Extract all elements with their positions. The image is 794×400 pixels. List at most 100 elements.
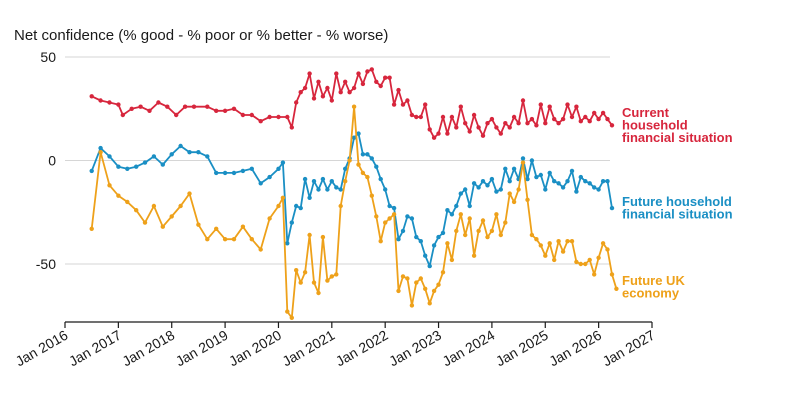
- data-point: [222, 237, 228, 242]
- data-point: [391, 212, 397, 217]
- x-tick-label: Jan 2017: [66, 327, 124, 370]
- data-point: [351, 85, 357, 91]
- data-point: [520, 160, 526, 165]
- data-point: [249, 166, 254, 171]
- data-point: [423, 286, 428, 291]
- data-point: [396, 87, 401, 93]
- data-point: [569, 114, 575, 120]
- data-point: [458, 212, 463, 217]
- data-point: [107, 100, 112, 105]
- data-point: [525, 176, 530, 182]
- data-point: [529, 232, 535, 238]
- data-point: [436, 131, 441, 136]
- data-point: [378, 176, 383, 182]
- data-point: [116, 164, 121, 169]
- data-point: [378, 83, 383, 89]
- data-point: [125, 166, 130, 171]
- data-point: [418, 114, 423, 120]
- data-point: [329, 274, 334, 279]
- data-point: [383, 220, 388, 225]
- data-point: [507, 125, 512, 130]
- data-point: [383, 75, 388, 80]
- data-point: [138, 104, 143, 109]
- data-point: [231, 170, 237, 176]
- data-point: [480, 179, 486, 184]
- data-point: [574, 259, 579, 265]
- data-point: [369, 67, 374, 72]
- data-point: [480, 218, 486, 223]
- data-point: [409, 112, 415, 118]
- data-point: [289, 220, 294, 225]
- data-point: [320, 176, 326, 182]
- data-point: [449, 257, 455, 263]
- x-tick-label: Jan 2018: [119, 327, 177, 370]
- data-point: [351, 104, 357, 109]
- data-point: [454, 203, 459, 209]
- data-point: [600, 110, 606, 116]
- data-point: [205, 104, 210, 109]
- data-point: [436, 282, 441, 287]
- data-point: [338, 203, 343, 209]
- data-point: [445, 131, 450, 136]
- data-point: [418, 276, 423, 281]
- data-point: [565, 179, 570, 184]
- data-point: [169, 214, 174, 219]
- data-point: [116, 193, 121, 198]
- data-point: [307, 71, 312, 76]
- data-point: [400, 102, 406, 107]
- data-point: [302, 270, 308, 275]
- data-point: [360, 170, 366, 176]
- data-point: [276, 166, 281, 171]
- data-point: [560, 116, 566, 122]
- data-point: [431, 288, 437, 294]
- data-point: [89, 168, 94, 174]
- data-point: [160, 224, 165, 229]
- data-point: [289, 125, 294, 130]
- data-point: [316, 290, 321, 296]
- data-point: [463, 187, 468, 192]
- data-point: [565, 239, 570, 244]
- data-point: [414, 280, 419, 285]
- data-point: [267, 114, 272, 120]
- data-point: [587, 119, 592, 124]
- data-point: [320, 94, 326, 99]
- data-point: [485, 183, 490, 188]
- data-point: [489, 116, 495, 122]
- data-point: [134, 208, 139, 213]
- data-point: [214, 108, 219, 114]
- series-label: Future UK economy: [622, 273, 685, 301]
- series-label: Future household financial situation: [622, 194, 733, 222]
- data-point: [494, 189, 499, 194]
- x-tick-label: Jan 2016: [13, 327, 71, 370]
- data-point: [454, 125, 459, 130]
- data-point: [156, 100, 161, 105]
- data-point: [311, 96, 317, 101]
- data-point: [587, 257, 592, 263]
- data-point: [107, 154, 112, 159]
- data-point: [316, 187, 321, 192]
- series-label: Current household financial situation: [622, 105, 733, 145]
- data-point: [240, 112, 246, 118]
- data-point: [334, 71, 339, 76]
- data-point: [280, 160, 286, 165]
- data-point: [338, 187, 343, 192]
- y-tick-label: 50: [40, 49, 56, 65]
- data-point: [347, 90, 352, 95]
- x-tick-label: Jan 2027: [600, 327, 658, 370]
- data-point: [489, 228, 495, 234]
- data-point: [440, 230, 446, 236]
- data-point: [325, 187, 330, 192]
- data-point: [423, 253, 428, 258]
- data-point: [534, 174, 539, 180]
- data-point: [418, 239, 423, 244]
- series-2: [89, 104, 619, 320]
- data-point: [285, 309, 290, 314]
- data-point: [187, 191, 192, 196]
- data-point: [320, 234, 326, 240]
- data-point: [578, 119, 583, 124]
- data-point: [427, 263, 432, 269]
- data-point: [405, 214, 410, 219]
- y-tick-label: 0: [48, 153, 56, 169]
- data-point: [325, 85, 330, 91]
